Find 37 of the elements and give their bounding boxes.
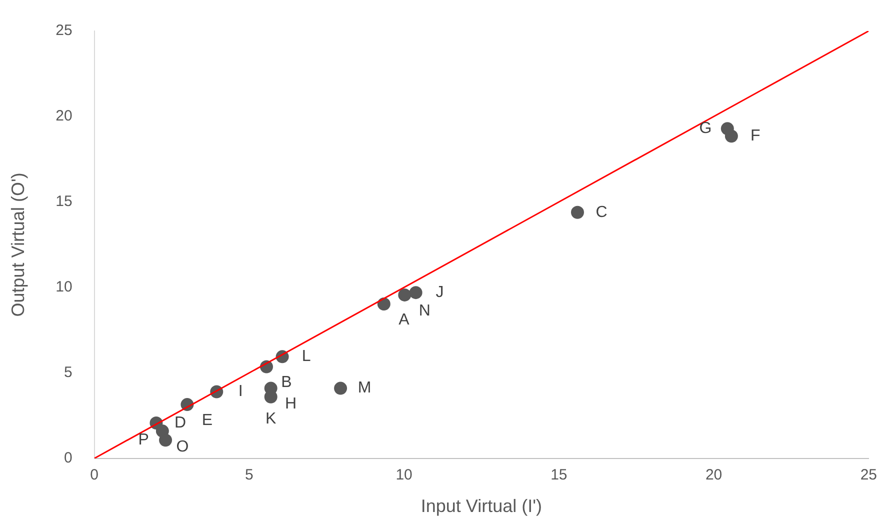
y-tick-label: 15 [56, 193, 72, 210]
point [334, 382, 348, 395]
annotation: K [266, 410, 277, 428]
annotation: G [699, 120, 712, 138]
point [398, 288, 412, 302]
annotation: L [302, 348, 311, 366]
x-tick-label: 0 [90, 466, 98, 484]
point [570, 206, 584, 219]
point [720, 122, 734, 136]
x-tick-label: 10 [396, 466, 412, 484]
annotation: J [436, 284, 444, 301]
y-tick-label: 10 [56, 278, 72, 296]
y-axis-title: Output Virtual (O') [8, 172, 28, 317]
annotation: M [358, 380, 372, 397]
annotation: I [238, 383, 243, 400]
y-tick-label: 0 [64, 450, 72, 467]
x-tick-label: 5 [244, 466, 254, 484]
annotation: O [176, 438, 189, 456]
x-tick-label: 25 [860, 466, 877, 484]
annotation: F [750, 128, 761, 145]
point [377, 298, 390, 311]
annotation: E [202, 412, 213, 429]
annotation: P [138, 432, 149, 449]
annotation: C [596, 204, 608, 221]
annotation: D [174, 414, 186, 432]
x-tick-label: 20 [705, 466, 722, 484]
point [159, 434, 172, 447]
annotation: B [281, 374, 292, 392]
y-tick-label: 20 [56, 108, 72, 125]
x-tick-label: 15 [550, 466, 568, 484]
x-axis-title: Input Virtual (I') [420, 496, 542, 516]
point [409, 286, 422, 300]
annotation: N [418, 302, 430, 320]
annotation: H [285, 396, 297, 413]
y-tick-label: 5 [64, 364, 72, 382]
y-tick-label: 25 [56, 22, 72, 40]
annotation: A [398, 311, 410, 328]
